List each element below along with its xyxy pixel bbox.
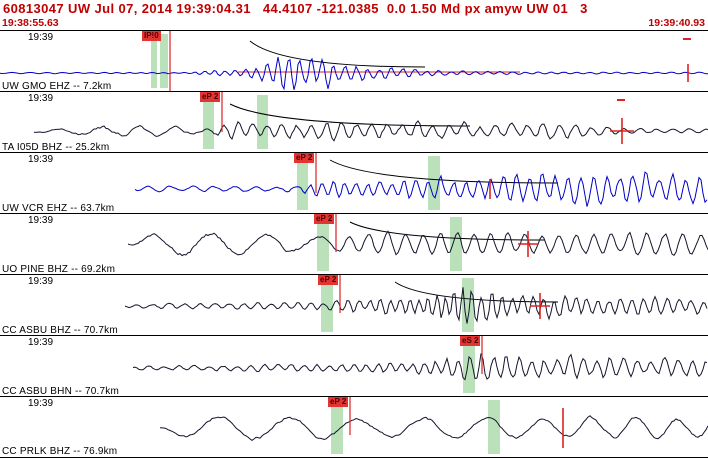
coda-decay-curve [229,103,471,127]
trace-time-label: 19:39 [28,276,54,287]
coda-duration-marker[interactable] [518,231,538,257]
pick-window-band [462,278,474,332]
seismogram-trace[interactable] [0,57,708,91]
trace-time-label: 19:39 [28,398,54,409]
station-label: CC ASBU BHN -- 70.7km [2,386,120,397]
pick-window-band [488,400,500,454]
seismogram-trace[interactable] [159,415,708,442]
pick-window-band [151,34,157,88]
pick-window-band [297,156,308,210]
trace-time-label: 19:39 [28,337,54,348]
pick-window-band [463,339,475,393]
pick-flag-label[interactable]: eP 2 [314,214,335,224]
pick-window-band [428,156,440,210]
trace-panel[interactable]: eP 2 19:39 CC ASBU BHZ -- 70.7km [0,274,708,336]
trace-panel[interactable]: IP!0 19:39 UW GMO EHZ -- 7.2km [0,30,708,92]
pick-window-band [160,34,168,88]
coda-duration-marker[interactable] [610,99,634,144]
pick-window-band [450,217,462,271]
station-label: TA I05D BHZ -- 25.2km [2,142,110,153]
coda-decay-curve [329,159,559,184]
pick-window-band [257,95,268,149]
pick-flag-label[interactable]: eP 2 [318,275,339,285]
pick-flag-label[interactable]: IP!0 [142,31,161,41]
event-header: 60813047 UW Jul 07, 2014 19:39:04.31 44.… [3,1,588,16]
coda-duration-marker[interactable] [683,38,691,82]
coda-decay-curve [394,281,559,303]
coda-decay-curve [349,221,546,241]
pick-flag-label[interactable]: eP 2 [200,92,221,102]
window-end-time: 19:39:40.93 [648,17,705,29]
waveform-canvas[interactable] [0,275,708,336]
seismogram-trace[interactable] [127,230,708,257]
waveform-canvas[interactable] [0,153,708,214]
seismogram-trace[interactable] [132,353,708,381]
trace-time-label: 19:39 [28,93,54,104]
station-label: UW GMO EHZ -- 7.2km [2,81,112,92]
trace-panel[interactable]: eP 2 19:39 TA I05D BHZ -- 25.2km [0,91,708,153]
trace-panel[interactable]: eP 2 19:39 CC PRLK BHZ -- 76.9km [0,396,708,458]
trace-panel[interactable]: eP 2 19:39 UO PINE BHZ -- 69.2km [0,213,708,275]
station-label: CC PRLK BHZ -- 76.9km [2,446,118,457]
coda-decay-curve [249,40,426,68]
trace-time-label: 19:39 [28,32,54,43]
pick-flag-label[interactable]: eP 2 [294,153,315,163]
trace-panel[interactable]: eS 2 19:39 CC ASBU BHN -- 70.7km [0,335,708,397]
window-start-time: 19:38:55.63 [2,17,59,29]
seismogram-trace[interactable] [134,171,708,207]
waveform-canvas[interactable] [0,214,708,275]
pick-flag-label[interactable]: eS 2 [460,336,481,346]
pick-window-band [321,278,333,332]
trace-time-label: 19:39 [28,215,54,226]
seismogram-trace[interactable] [124,287,708,324]
trace-panel[interactable]: eP 2 19:39 UW VCR EHZ -- 63.7km [0,152,708,214]
pick-window-band [203,95,214,149]
waveform-canvas[interactable] [0,336,708,397]
seismogram-trace[interactable] [33,120,708,142]
trace-time-label: 19:39 [28,154,54,165]
station-label: UW VCR EHZ -- 63.7km [2,203,115,214]
pick-window-band [317,217,329,271]
station-label: UO PINE BHZ -- 69.2km [2,264,116,275]
waveform-canvas[interactable] [0,92,708,153]
waveform-canvas[interactable] [0,31,708,92]
waveform-canvas[interactable] [0,397,708,458]
coda-duration-marker[interactable] [530,293,550,319]
pick-flag-label[interactable]: eP 2 [328,397,349,407]
station-label: CC ASBU BHZ -- 70.7km [2,325,118,336]
pick-window-band [331,400,343,454]
